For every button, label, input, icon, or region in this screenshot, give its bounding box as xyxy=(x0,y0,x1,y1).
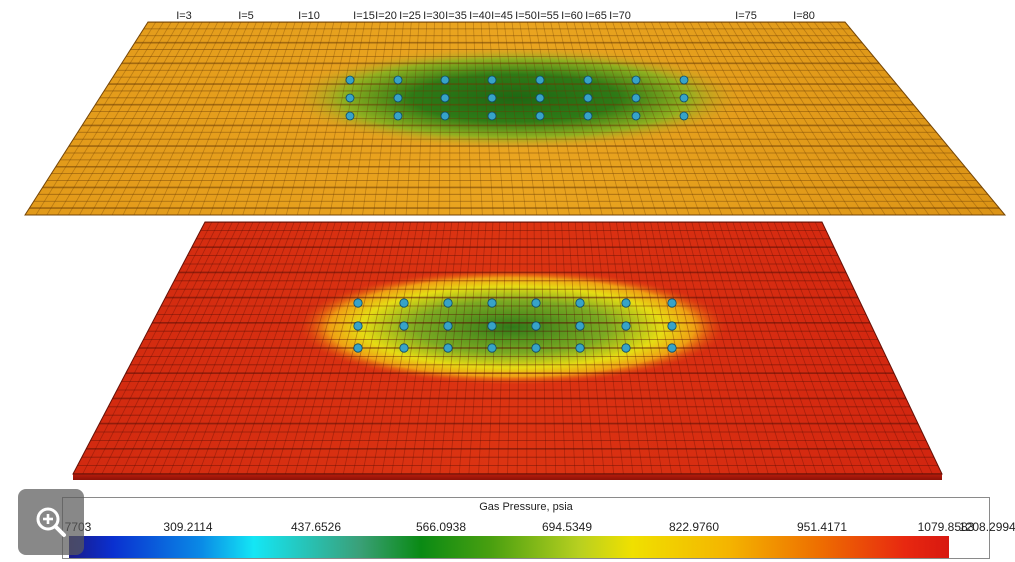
i-label: I=35 xyxy=(445,10,467,22)
i-label: I=5 xyxy=(238,10,254,22)
i-label: I=25 xyxy=(399,10,421,22)
i-label: I=55 xyxy=(537,10,559,22)
legend-tick: 1079.8583 xyxy=(917,520,975,534)
top-layer xyxy=(24,21,1007,216)
zoom-in-icon xyxy=(36,507,66,537)
legend-tick: 566.0938 xyxy=(415,520,467,534)
colorbar xyxy=(69,536,949,558)
i-label: I=3 xyxy=(176,10,192,22)
i-label: I=60 xyxy=(561,10,583,22)
i-label: I=75 xyxy=(735,10,757,22)
i-label: I=15 xyxy=(353,10,375,22)
i-label: I=80 xyxy=(793,10,815,22)
i-index-labels: I=3 I=5 I=10 I=15 I=20 I=25 I=30 I=35 I=40 I=45 I=… xyxy=(176,10,815,22)
reservoir-3d-view[interactable]: I=3 I=5 I=10 I=15 I=20 I=25 I=30 I=35 I=40 I=45 I=… xyxy=(0,0,1015,490)
legend-tick: 1208.2994 xyxy=(959,520,1015,534)
i-label: I=30 xyxy=(423,10,445,22)
i-label: I=70 xyxy=(609,10,631,22)
i-label: I=10 xyxy=(298,10,320,22)
i-label: I=50 xyxy=(515,10,537,22)
legend-tick: 694.5349 xyxy=(541,520,593,534)
bottom-layer xyxy=(72,221,943,480)
legend-tick: 437.6526 xyxy=(290,520,342,534)
legend-tick: 822.9760 xyxy=(668,520,720,534)
i-label: I=45 xyxy=(491,10,513,22)
color-legend: Gas Pressure, psia 7703 309.2114 437.652… xyxy=(62,497,1015,559)
i-label: I=20 xyxy=(375,10,397,22)
i-label: I=40 xyxy=(469,10,491,22)
zoom-button[interactable] xyxy=(18,489,84,555)
legend-title: Gas Pressure, psia xyxy=(479,501,573,513)
legend-tick-labels: 7703 309.2114 437.6526 566.0938 694.5349… xyxy=(63,520,1015,534)
legend-tick: 309.2114 xyxy=(163,520,213,534)
i-label: I=65 xyxy=(585,10,607,22)
legend-tick: 951.4171 xyxy=(796,520,848,534)
